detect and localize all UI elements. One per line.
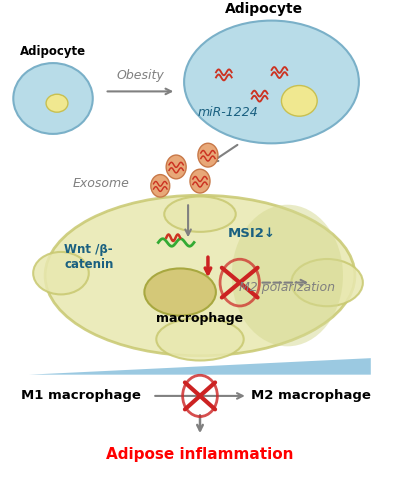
Text: Wnt /β-
catenin: Wnt /β- catenin <box>64 243 114 271</box>
Ellipse shape <box>184 20 359 143</box>
Ellipse shape <box>13 63 93 134</box>
Ellipse shape <box>156 318 244 360</box>
Text: M2 macrophage: M2 macrophage <box>251 390 371 402</box>
Text: Exosome: Exosome <box>73 177 130 190</box>
Text: Adipose inflammation: Adipose inflammation <box>106 448 294 463</box>
Text: Adipocyte: Adipocyte <box>224 2 303 16</box>
Text: Adipocyte: Adipocyte <box>20 45 86 58</box>
Ellipse shape <box>291 259 363 306</box>
Circle shape <box>190 169 210 193</box>
Ellipse shape <box>46 94 68 112</box>
Ellipse shape <box>144 268 216 316</box>
Ellipse shape <box>45 195 355 356</box>
Text: M1 macrophage: M1 macrophage <box>21 390 141 402</box>
Ellipse shape <box>33 252 89 295</box>
Circle shape <box>151 175 170 197</box>
Text: macrophage: macrophage <box>156 312 244 324</box>
Text: MSI2↓: MSI2↓ <box>228 226 276 240</box>
Polygon shape <box>29 358 371 375</box>
Text: miR-1224: miR-1224 <box>198 106 258 119</box>
Ellipse shape <box>282 86 317 116</box>
Ellipse shape <box>232 205 343 346</box>
Text: Obesity: Obesity <box>116 69 164 82</box>
Circle shape <box>198 143 218 167</box>
Ellipse shape <box>164 196 236 232</box>
Text: M2 polarization: M2 polarization <box>239 281 335 294</box>
Circle shape <box>166 155 186 179</box>
